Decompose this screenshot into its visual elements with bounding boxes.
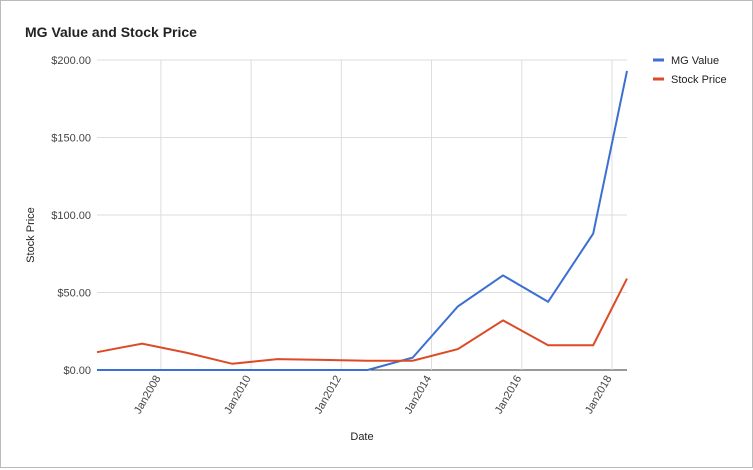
y-tick-label: $50.00 <box>57 288 91 300</box>
series-line <box>96 278 628 365</box>
y-axis-title: Stock Price <box>25 207 37 263</box>
y-tick-label: $0.00 <box>63 365 91 377</box>
series-line <box>97 70 628 371</box>
chart-title: MG Value and Stock Price <box>25 24 197 40</box>
legend-label: Stock Price <box>671 74 727 86</box>
y-tick-label: $100.00 <box>51 210 91 222</box>
y-tick-label: $200.00 <box>51 55 91 67</box>
legend-label: MG Value <box>671 55 719 67</box>
x-axis-title: Date <box>350 431 373 443</box>
y-tick-label: $150.00 <box>51 133 91 145</box>
